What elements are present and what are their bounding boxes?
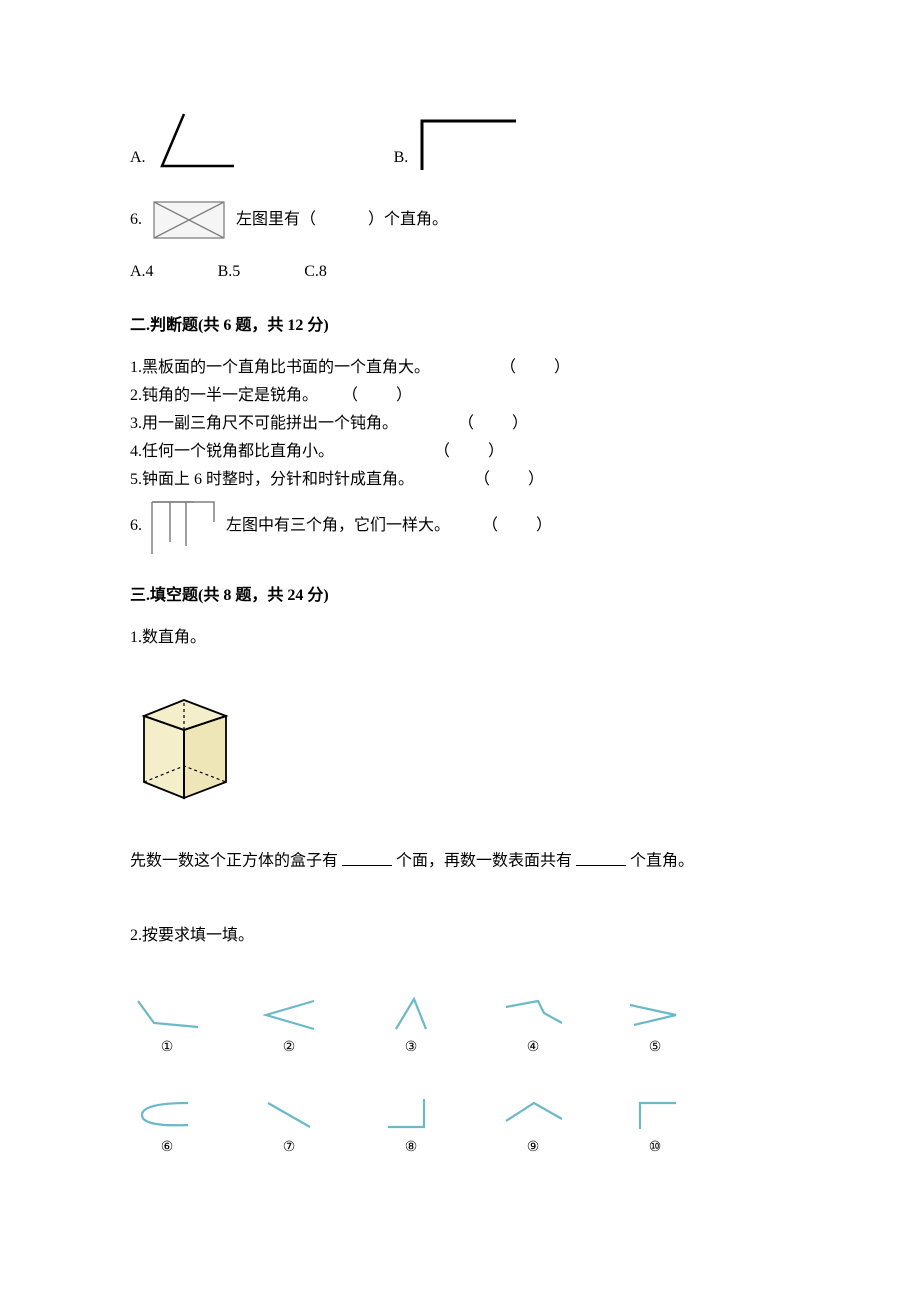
s3-q2-label: 2.按要求填一填。: [130, 924, 790, 948]
shape-10: ⑩: [618, 1078, 692, 1158]
shape-8: ⑧: [374, 1078, 448, 1158]
judge-list: 1.黑板面的一个直角比书面的一个直角大。（ ）2.钝角的一半一定是锐角。（ ）3…: [130, 356, 790, 492]
shape-3: ③: [374, 978, 448, 1058]
blank-faces: [342, 848, 392, 866]
judge-paren-3: （ ）: [458, 412, 530, 436]
blank-right-angles: [576, 848, 626, 866]
shape-9: ⑨: [496, 1078, 570, 1158]
acute-angle-5-icon: [620, 993, 690, 1033]
shape-1-num: ①: [161, 1037, 174, 1058]
judge-paren-2: （ ）: [342, 384, 414, 408]
shape-5-num: ⑤: [649, 1037, 662, 1058]
q6-option-c: C.8: [304, 260, 327, 284]
judge-item-5: 5.钟面上 6 时整时，分针和时针成直角。 （ ）: [130, 468, 790, 492]
q5-a-label: A.: [130, 146, 146, 170]
acute-angle-2-icon: [254, 993, 324, 1033]
judge-text-2: 2.钝角的一半一定是锐角。: [130, 384, 318, 408]
right-angle-icon: [416, 115, 516, 170]
s3q1-part2: 个面，再数一数表面共有: [396, 853, 572, 870]
judge-text-3: 3.用一副三角尺不可能拼出一个钝角。: [130, 412, 398, 436]
judge-paren-5: （ ）: [474, 468, 546, 492]
shape-4-num: ④: [527, 1037, 540, 1058]
q5-b-label: B.: [394, 146, 409, 170]
shape-9-num: ⑨: [527, 1137, 540, 1158]
line-7-icon: [254, 1093, 324, 1133]
cube-icon: [130, 680, 240, 800]
rectangle-diagonals-icon: [152, 200, 226, 240]
acute-angle-icon: [154, 110, 244, 170]
right-angle-8-icon: [376, 1093, 446, 1133]
shape-1: ①: [130, 978, 204, 1058]
q5-option-a: A.: [130, 110, 244, 170]
q6-blank: [326, 208, 358, 232]
q6-text-before: 左图里有（: [236, 208, 316, 232]
obtuse-angle-9-icon: [498, 1093, 568, 1133]
judge-item-4: 4.任何一个锐角都比直角小。 （ ）: [130, 440, 790, 464]
judge-item-1: 1.黑板面的一个直角比书面的一个直角大。 （ ）: [130, 356, 790, 380]
curve-6-icon: [132, 1093, 202, 1133]
judge-text-4: 4.任何一个锐角都比直角小。: [130, 440, 334, 464]
shapes-grid: ① ② ③ ④ ⑤: [130, 978, 790, 1158]
q6-prefix: 6.: [130, 208, 142, 232]
s3-q1-label: 1.数直角。: [130, 626, 790, 650]
shape-10-num: ⑩: [649, 1137, 662, 1158]
judge6-paren: （ ）: [482, 514, 554, 538]
shape-6: ⑥: [130, 1078, 204, 1158]
reflex-angle-4-icon: [498, 993, 568, 1033]
q6-option-a: A.4: [130, 260, 154, 284]
q6-text-after: ）个直角。: [368, 208, 448, 232]
shape-3-num: ③: [405, 1037, 418, 1058]
acute-angle-3-icon: [376, 993, 446, 1033]
judge6-text: 左图中有三个角，它们一样大。: [226, 514, 450, 538]
shape-2-num: ②: [283, 1037, 296, 1058]
q5-option-b: B.: [394, 115, 517, 170]
shapes-row-1: ① ② ③ ④ ⑤: [130, 978, 790, 1058]
q5-options-row: A. B.: [130, 110, 790, 170]
section2-title: 二.判断题(共 6 题，共 12 分): [130, 314, 790, 338]
section3-title: 三.填空题(共 8 题，共 24 分): [130, 584, 790, 608]
s3-q1-sentence: 先数一数这个正方体的盒子有 个面，再数一数表面共有 个直角。: [130, 848, 790, 874]
cube-figure: [130, 680, 790, 808]
judge-item-6: 6. 左图中有三个角，它们一样大。 （ ）: [130, 498, 790, 554]
judge-item-2: 2.钝角的一半一定是锐角。 （ ）: [130, 384, 790, 408]
s3q1-part1: 先数一数这个正方体的盒子有: [130, 853, 338, 870]
s3q1-part3: 个直角。: [630, 853, 694, 870]
shape-7-num: ⑦: [283, 1137, 296, 1158]
q6-option-b: B.5: [218, 260, 241, 284]
judge-text-1: 1.黑板面的一个直角比书面的一个直角大。: [130, 356, 430, 380]
shape-6-num: ⑥: [161, 1137, 174, 1158]
judge-item-3: 3.用一副三角尺不可能拼出一个钝角。 （ ）: [130, 412, 790, 436]
judge6-prefix: 6.: [130, 514, 142, 538]
judge-paren-1: （ ）: [500, 356, 572, 380]
nested-right-angles-icon: [148, 498, 220, 554]
q6-options: A.4 B.5 C.8: [130, 260, 790, 284]
q6-row: 6. 左图里有（ ）个直角。: [130, 200, 790, 240]
right-angle-10-icon: [620, 1093, 690, 1133]
shape-4: ④: [496, 978, 570, 1058]
shapes-row-2: ⑥ ⑦ ⑧ ⑨ ⑩: [130, 1078, 790, 1158]
judge-text-5: 5.钟面上 6 时整时，分针和时针成直角。: [130, 468, 414, 492]
shape-5: ⑤: [618, 978, 692, 1058]
obtuse-angle-1-icon: [132, 993, 202, 1033]
shape-7: ⑦: [252, 1078, 326, 1158]
judge-paren-4: （ ）: [434, 440, 506, 464]
shape-8-num: ⑧: [405, 1137, 418, 1158]
shape-2: ②: [252, 978, 326, 1058]
